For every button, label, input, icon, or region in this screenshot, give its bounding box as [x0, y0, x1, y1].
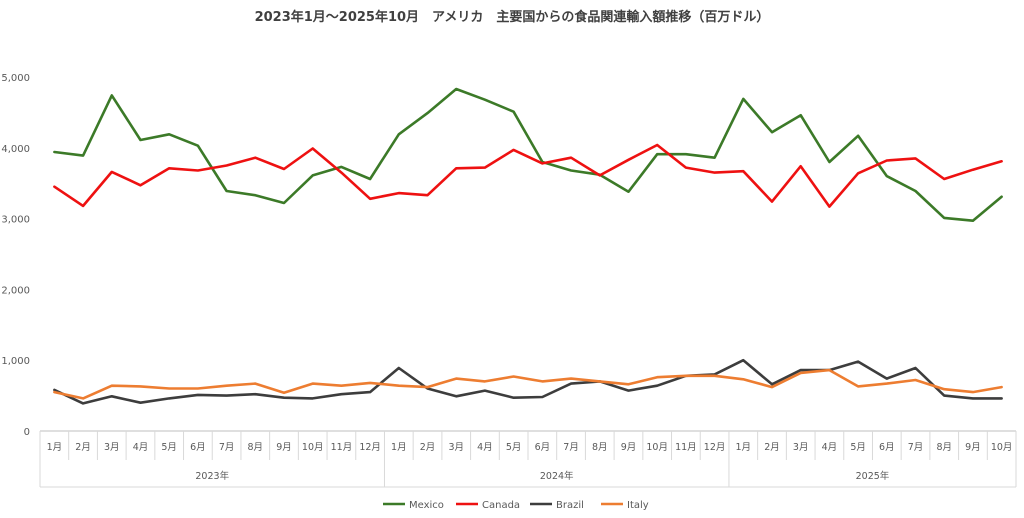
year-label: 2023年 — [195, 470, 229, 482]
legend-label-brazil: Brazil — [556, 500, 584, 511]
x-tick-label: 11月 — [331, 442, 353, 453]
legend-label-mexico: Mexico — [409, 500, 444, 511]
x-tick-label: 4月 — [477, 442, 493, 453]
x-tick-label: 9月 — [621, 442, 637, 453]
x-tick-label: 10月 — [991, 442, 1013, 453]
legend: Mexico Canada Brazil Italy — [383, 500, 649, 511]
x-tick-label: 2月 — [420, 442, 436, 453]
x-tick-label: 5月 — [506, 442, 522, 453]
x-tick-label: 1月 — [736, 442, 752, 453]
x-axis-categories: 1月 2月 3月 4月 5月 6月 7月 8月 9月 10月 11月 12月 1月 2月 3月 4月 5月 6月 7… — [47, 442, 1013, 482]
x-tick-label: 5月 — [161, 442, 177, 453]
chart-title: 2023年1月～2025年10月 アメリカ 主要国からの食品関連輸入額推移（百万… — [254, 10, 770, 25]
series-line-italy — [53, 368, 1003, 400]
y-axis-ticks: 0 1,000 2,000 3,000 4,000 5,000 — [1, 73, 30, 438]
legend-label-italy: Italy — [627, 500, 649, 511]
y-tick-label: 3,000 — [1, 215, 30, 226]
x-tick-label: 7月 — [908, 442, 924, 453]
year-label: 2024年 — [540, 470, 574, 482]
x-tick-label: 10月 — [646, 442, 668, 453]
y-tick-label: 2,000 — [1, 285, 30, 296]
x-tick-label: 9月 — [965, 442, 981, 453]
x-tick-label: 11月 — [675, 442, 697, 453]
x-tick-label: 4月 — [822, 442, 838, 453]
x-tick-label: 1月 — [391, 442, 407, 453]
x-tick-label: 8月 — [248, 442, 264, 453]
y-tick-label: 0 — [24, 427, 30, 438]
x-tick-label: 6月 — [879, 442, 895, 453]
x-tick-label: 5月 — [850, 442, 866, 453]
x-tick-label: 7月 — [563, 442, 579, 453]
series-line-canada — [53, 143, 1003, 208]
axes — [39, 430, 1017, 488]
x-tick-label: 8月 — [592, 442, 608, 453]
x-tick-label: 7月 — [219, 442, 235, 453]
x-tick-label: 1月 — [47, 442, 63, 453]
x-tick-label: 8月 — [936, 442, 952, 453]
x-tick-label: 3月 — [104, 442, 120, 453]
y-tick-label: 5,000 — [1, 73, 30, 84]
x-tick-label: 9月 — [276, 442, 292, 453]
x-tick-label: 3月 — [448, 442, 464, 453]
y-tick-label: 1,000 — [1, 356, 30, 367]
x-tick-label: 3月 — [793, 442, 809, 453]
series-line-mexico — [53, 87, 1003, 222]
x-tick-label: 6月 — [535, 442, 551, 453]
x-tick-label: 12月 — [704, 442, 726, 453]
legend-label-canada: Canada — [482, 500, 520, 511]
x-tick-label: 12月 — [359, 442, 381, 453]
y-tick-label: 4,000 — [1, 144, 30, 155]
x-tick-label: 10月 — [302, 442, 324, 453]
x-tick-label: 4月 — [133, 442, 149, 453]
series-line-brazil — [53, 358, 1003, 405]
series-lines — [53, 87, 1003, 405]
x-tick-label: 2月 — [75, 442, 91, 453]
x-tick-label: 6月 — [190, 442, 206, 453]
x-tick-label: 2月 — [764, 442, 780, 453]
year-label: 2025年 — [856, 470, 890, 482]
